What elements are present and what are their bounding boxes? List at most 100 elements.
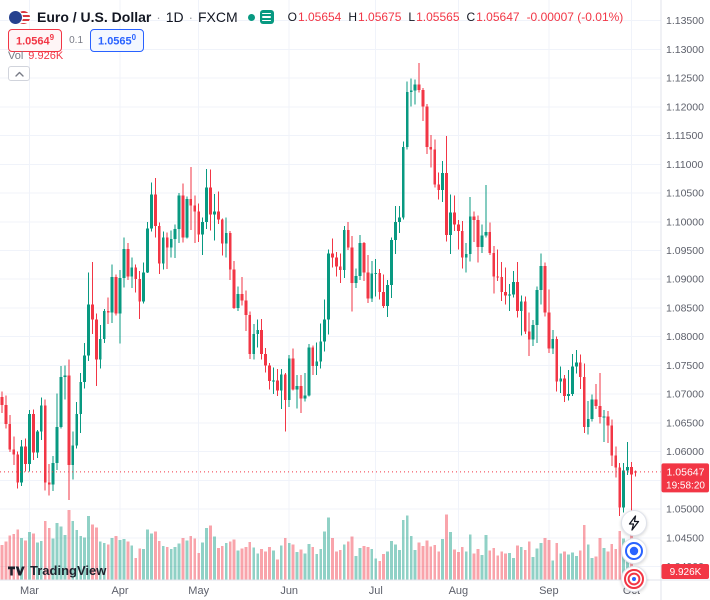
volume-bar — [413, 550, 417, 580]
volume-bar — [287, 542, 291, 580]
time-axis[interactable] — [0, 580, 661, 600]
volume-bar — [445, 514, 448, 580]
tradingview-logo[interactable]: TradingView — [8, 563, 106, 578]
candle-body — [523, 301, 527, 332]
volume-bar — [244, 547, 248, 580]
volume-bar — [264, 551, 267, 580]
volume-bar — [543, 538, 547, 580]
market-status-icon[interactable] — [247, 13, 255, 21]
volume-bar — [362, 546, 366, 580]
symbol-logo[interactable] — [8, 9, 32, 26]
volume-bar — [220, 546, 224, 580]
volume-bar — [248, 542, 252, 580]
volume-bar — [59, 526, 63, 580]
candle-body — [586, 418, 590, 427]
candle-body — [165, 237, 169, 248]
quick-trade-button[interactable] — [621, 510, 647, 536]
volume-bar — [4, 541, 8, 580]
volume-bar — [590, 558, 594, 580]
symbol-header: Euro / U.S. Dollar · 1D · FXCM O 1.05654 … — [8, 7, 623, 27]
volume-bar — [555, 543, 559, 580]
candle-body — [260, 329, 264, 354]
volume-bar — [575, 555, 578, 580]
volume-bar — [232, 539, 236, 580]
volume-bar — [181, 537, 185, 580]
candle-body — [610, 425, 614, 456]
sell-button[interactable]: 1.05649 — [8, 29, 63, 52]
interval-label[interactable]: 1D — [165, 9, 184, 25]
chevron-up-icon — [14, 71, 24, 77]
candle-body — [437, 184, 441, 191]
volume-bar — [425, 540, 429, 580]
candle-body — [622, 470, 626, 508]
candle-body — [590, 399, 594, 419]
price-tick-label: 1.06000 — [666, 446, 704, 458]
close-label: C — [466, 10, 476, 24]
volume-bar — [299, 549, 303, 580]
blue-dot-button[interactable] — [621, 538, 647, 564]
volume-bar — [35, 542, 39, 580]
volume-bar — [527, 541, 531, 580]
candle-body — [362, 243, 366, 273]
volume-bar — [401, 520, 405, 580]
candle-body — [527, 331, 531, 340]
volume-bar — [338, 549, 342, 580]
volume-bar — [567, 554, 570, 580]
candle-body — [413, 84, 417, 91]
volume-bar — [268, 547, 271, 580]
volume-bar — [449, 531, 452, 580]
candle-body — [94, 319, 98, 360]
candle-body — [287, 358, 291, 400]
candle-body — [539, 265, 543, 291]
price-tick-label: 1.12000 — [666, 101, 704, 113]
volume-bar — [122, 539, 126, 580]
candle-body — [401, 147, 405, 218]
candle-body — [161, 237, 165, 264]
candle-body — [146, 228, 149, 273]
candle-body — [12, 449, 16, 455]
floating-buttons — [621, 510, 647, 592]
candle-body — [181, 195, 185, 238]
candle-body — [535, 290, 539, 326]
candle-body — [578, 362, 582, 377]
price-tick-label: 1.13000 — [666, 44, 704, 56]
volume-bar — [98, 541, 102, 580]
volume-bar — [150, 533, 153, 580]
month-tick-label: Jul — [369, 585, 383, 597]
volume-bar — [228, 541, 232, 580]
buy-button[interactable]: 1.05650 — [90, 29, 145, 52]
candle-body — [374, 272, 378, 274]
volume-bar — [484, 534, 488, 580]
volume-bar — [205, 528, 208, 580]
grid-layer — [0, 0, 661, 580]
target-rings-button[interactable] — [621, 566, 647, 592]
volume-value: 9.926K — [28, 50, 64, 62]
volume-bar — [323, 531, 326, 580]
exchange-label[interactable]: FXCM — [197, 9, 238, 25]
volume-bar — [272, 550, 275, 580]
candle-body — [315, 361, 319, 366]
volume-bar — [118, 540, 122, 580]
ohlc-readout: O 1.05654 H 1.05675 L 1.05565 C 1.05647 -0.0… — [288, 10, 624, 24]
candle-body — [433, 149, 437, 185]
candle-body — [409, 90, 413, 92]
candle-body — [20, 446, 24, 483]
separator-dot: · — [188, 9, 193, 25]
candle-body — [390, 240, 393, 285]
candle-body — [264, 353, 267, 366]
key-stats-icon[interactable] — [259, 10, 274, 24]
collapse-panel-button[interactable] — [8, 66, 30, 81]
price-axis[interactable] — [661, 0, 710, 600]
volume-bar — [578, 550, 582, 580]
low-value: 1.05565 — [416, 10, 460, 24]
volume-bar — [626, 551, 629, 580]
current-price-tag — [661, 463, 709, 493]
candle-body — [327, 253, 330, 320]
candle-series[interactable] — [0, 63, 637, 521]
symbol-title[interactable]: Euro / U.S. Dollar — [37, 9, 152, 25]
price-tick-label: 1.07500 — [666, 360, 704, 372]
candle-body — [512, 282, 515, 295]
price-tick-label: 1.12500 — [666, 73, 704, 85]
